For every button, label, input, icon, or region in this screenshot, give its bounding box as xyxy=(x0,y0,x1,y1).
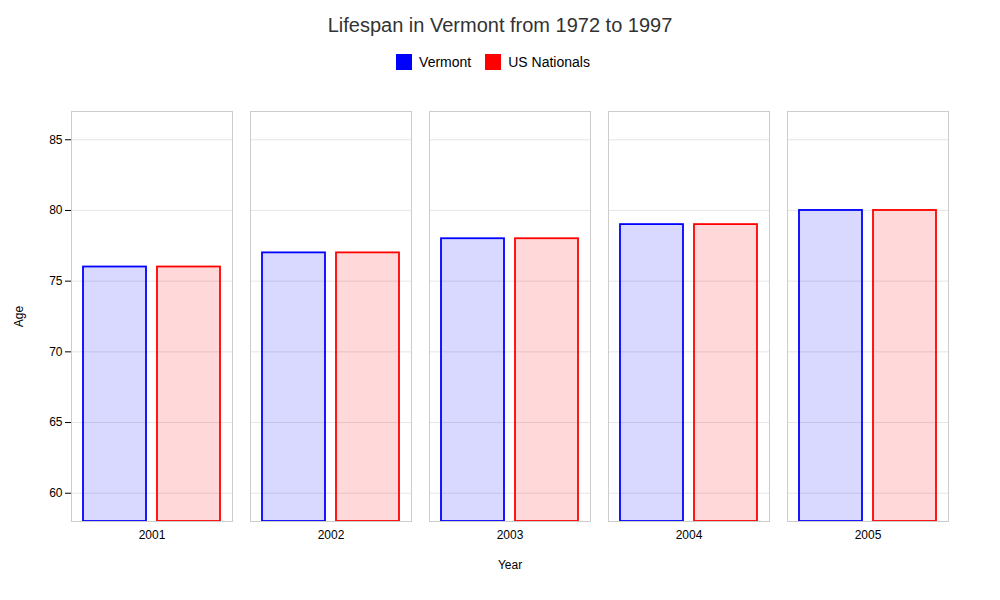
svg-text:2005: 2005 xyxy=(855,528,882,542)
svg-text:70: 70 xyxy=(49,345,63,359)
svg-text:2001: 2001 xyxy=(139,528,166,542)
svg-text:60: 60 xyxy=(49,486,63,500)
svg-text:2003: 2003 xyxy=(497,528,524,542)
svg-text:65: 65 xyxy=(49,415,63,429)
svg-text:Year: Year xyxy=(498,558,522,572)
svg-text:85: 85 xyxy=(49,133,63,147)
svg-text:Age: Age xyxy=(12,306,26,328)
svg-text:80: 80 xyxy=(49,203,63,217)
svg-text:2004: 2004 xyxy=(676,528,703,542)
html-text:Vermont: Vermont xyxy=(419,53,472,70)
html-text:US Nationals: US Nationals xyxy=(508,53,590,70)
svg-text:2002: 2002 xyxy=(318,528,345,542)
html-text:Lifespan in Vermont from 1972: Lifespan in Vermont from 1972 to 1997 xyxy=(327,14,673,36)
svg-text:75: 75 xyxy=(49,274,63,288)
